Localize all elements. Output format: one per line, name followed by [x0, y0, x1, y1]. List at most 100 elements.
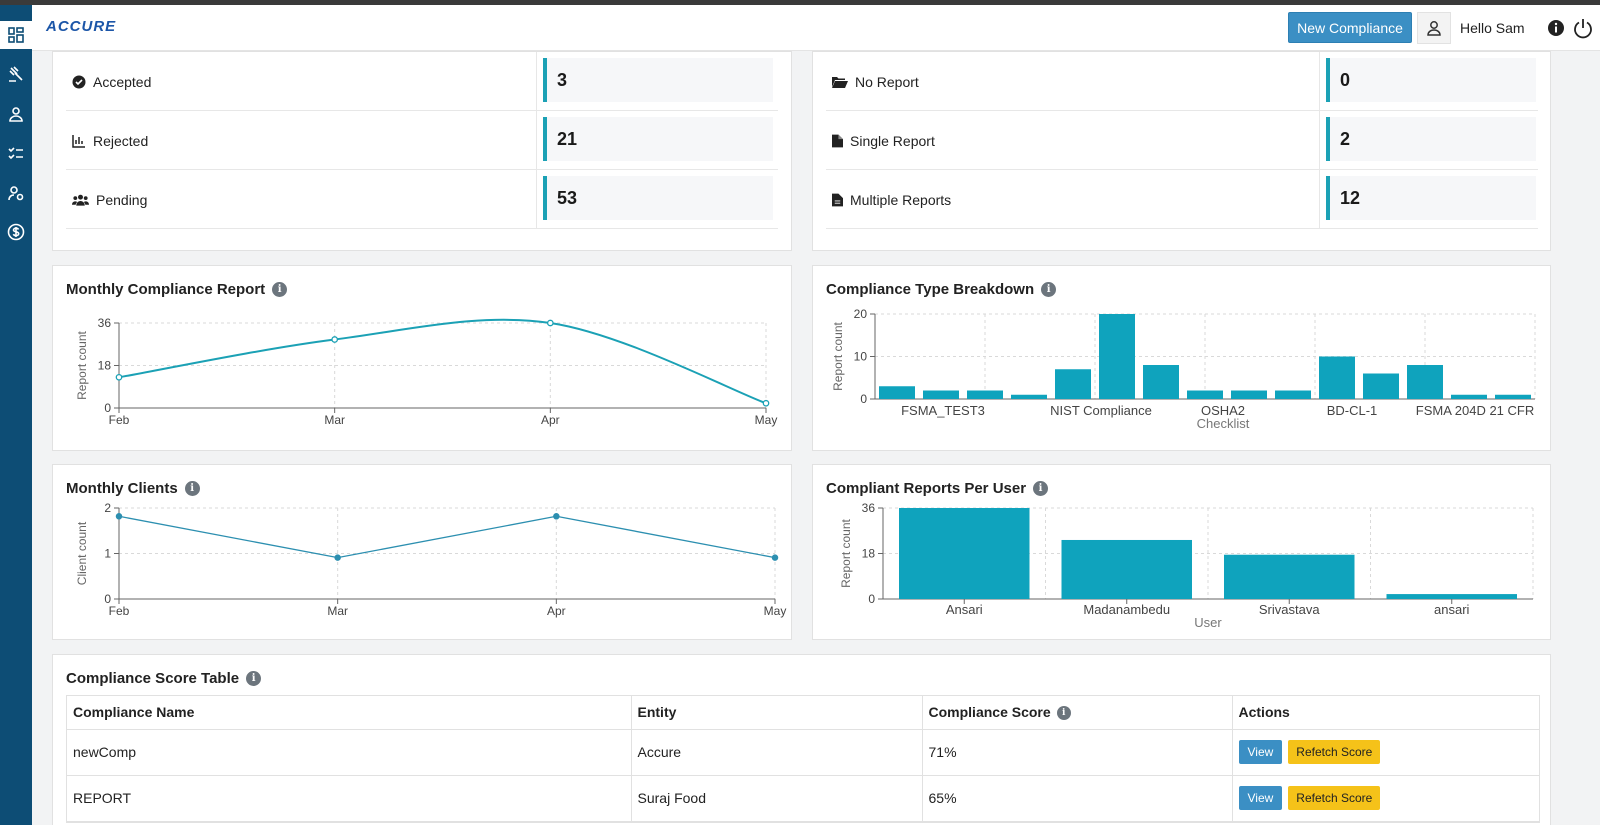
y-tick-label: 10	[854, 350, 868, 364]
x-tick-label: Apr	[541, 413, 560, 427]
stat-row-no-report: No Report 0	[826, 52, 1538, 111]
user-gear-icon[interactable]	[0, 179, 32, 207]
bar	[1495, 394, 1531, 399]
accure-logo[interactable]: ACCURE	[46, 18, 117, 35]
y-axis-label: Report count	[831, 321, 845, 390]
data-point	[762, 399, 770, 407]
monthly-compliance-title: Monthly Compliance Report	[66, 281, 266, 298]
checklist-icon[interactable]	[0, 139, 32, 167]
data-point	[546, 319, 554, 327]
y-tick-label: 0	[104, 401, 111, 415]
table-row: newComp Accure 71% View Refetch Score	[67, 729, 1539, 776]
bar	[1363, 373, 1399, 399]
y-tick-label: 0	[104, 592, 111, 606]
y-tick-label: 0	[860, 392, 867, 406]
x-tick-label: FSMA_TEST3	[901, 403, 985, 418]
column-header-actions: Actions	[1232, 696, 1539, 730]
data-point	[331, 336, 339, 343]
bar	[967, 390, 1003, 399]
dashboard-grid-icon[interactable]	[0, 21, 32, 49]
view-button[interactable]: View	[1238, 740, 1283, 764]
column-header-score[interactable]: Compliance Score i	[922, 696, 1233, 730]
y-tick-label: 0	[868, 592, 875, 606]
data-point	[115, 513, 123, 520]
bar-chart-icon	[72, 134, 85, 148]
stat-row-multiple-reports: Multiple Reports 12	[826, 170, 1538, 229]
compliance-score-table: Compliance Name Entity Compliance Score i…	[66, 695, 1540, 823]
y-axis-label: Client count	[75, 521, 89, 585]
column-header-name[interactable]: Compliance Name	[67, 696, 632, 730]
cell-actions: View Refetch Score	[1232, 775, 1539, 822]
series-line	[118, 318, 767, 405]
info-icon[interactable]: i	[1056, 706, 1071, 721]
reports-per-user-chart: 0 18 36 Report count Ansari Madanambedu Srivas…	[839, 501, 1534, 630]
stat-row-pending: Pending 53	[66, 170, 778, 229]
refetch-score-button[interactable]: Refetch Score	[1288, 786, 1381, 810]
user-menu-button[interactable]	[1417, 12, 1451, 44]
bar	[1061, 539, 1192, 599]
power-icon[interactable]	[1572, 17, 1594, 39]
monthly-clients-card: Monthly Clients i 0 1 2 Client count Feb Mar A…	[52, 464, 792, 640]
y-axis-label: Report count	[839, 518, 853, 587]
bar	[1319, 356, 1355, 399]
x-tick-label: Checklist	[1197, 416, 1250, 431]
stat-value-no-report: 0	[1326, 58, 1536, 102]
users-icon	[72, 194, 89, 206]
cell-compliance-name: newComp	[67, 729, 632, 776]
info-icon[interactable]: i	[1041, 282, 1057, 297]
bar	[1386, 594, 1517, 599]
cell-score: 71%	[922, 729, 1233, 776]
monthly-clients-title: Monthly Clients	[66, 480, 178, 497]
window-top-bar	[0, 0, 1600, 5]
info-icon[interactable]: i	[184, 481, 200, 496]
bar	[923, 390, 959, 399]
stat-value-accepted: 3	[543, 58, 773, 102]
cell-entity: Accure	[631, 729, 923, 776]
info-icon[interactable]: i	[1033, 481, 1049, 496]
data-point	[115, 373, 123, 381]
user-greeting: Hello Sam	[1460, 20, 1525, 36]
x-tick-label: May	[755, 413, 778, 427]
new-compliance-button[interactable]: New Compliance	[1288, 12, 1412, 43]
info-icon[interactable]: i	[246, 671, 262, 686]
stat-value-rejected: 21	[543, 117, 773, 161]
x-tick-label: Madanambedu	[1083, 602, 1170, 617]
status-stats-card: Accepted 3 Rejected 21 Pending 53	[52, 51, 792, 251]
monthly-clients-chart: 0 1 2 Client count Feb Mar Apr May	[75, 501, 786, 618]
info-icon[interactable]: i	[272, 282, 288, 297]
y-tick-label: 1	[104, 547, 111, 561]
bar	[1275, 390, 1311, 399]
compliance-type-card: Compliance Type Breakdown i 0 10 20 Report …	[812, 265, 1551, 451]
info-icon[interactable]	[1547, 19, 1565, 37]
x-tick-label: BD-CL-1	[1327, 403, 1378, 418]
compliance-type-chart: 0 10 20 Report count FSMA_TEST3 NIST Complian…	[831, 307, 1536, 431]
top-header: ACCURE New Compliance Hello Sam	[32, 5, 1600, 51]
cell-entity: Suraj Food	[631, 775, 923, 822]
gavel-icon[interactable]	[0, 60, 32, 88]
bar	[879, 386, 915, 399]
y-axis-label: Report count	[75, 330, 89, 399]
column-header-entity[interactable]: Entity	[631, 696, 923, 730]
reports-per-user-card: Compliant Reports Per User i 0 18 36 Report…	[812, 464, 1551, 640]
user-icon[interactable]	[0, 100, 32, 128]
bar	[1055, 369, 1091, 399]
user-icon	[1427, 21, 1441, 36]
data-point	[553, 513, 560, 520]
dollar-circle-icon[interactable]	[0, 218, 32, 246]
compliance-type-title: Compliance Type Breakdown	[826, 281, 1035, 298]
bar	[899, 508, 1030, 599]
check-circle-icon	[72, 75, 86, 88]
bar	[1224, 554, 1355, 599]
compliance-score-card: Compliance Score Table i Compliance Name…	[52, 654, 1551, 825]
stat-label-no-report: No Report	[855, 73, 919, 90]
x-tick-label: Feb	[109, 604, 130, 618]
stat-value-pending: 53	[543, 176, 773, 220]
x-axis-label: User	[1194, 615, 1222, 630]
stat-row-single-report: Single Report 2	[826, 111, 1538, 170]
x-tick-label: NIST Compliance	[1050, 403, 1152, 418]
series-line	[118, 515, 776, 559]
table-header-row: Compliance Name Entity Compliance Score i…	[67, 696, 1539, 730]
bar	[1407, 365, 1443, 399]
view-button[interactable]: View	[1238, 786, 1283, 810]
refetch-score-button[interactable]: Refetch Score	[1288, 740, 1381, 764]
